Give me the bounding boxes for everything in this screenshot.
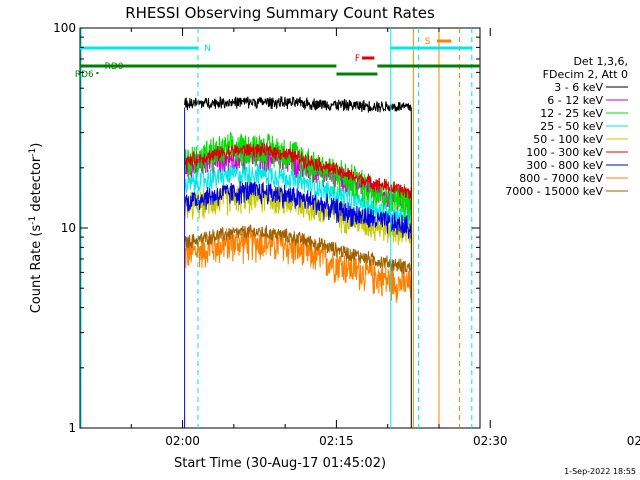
flag-label-rd0: RD0	[105, 62, 124, 72]
series-line-7	[184, 225, 412, 303]
flag-label-s: S	[425, 37, 431, 47]
legend-label-3: 25 - 50 keV	[540, 120, 603, 133]
x-tick-label-1: 02:15	[319, 434, 354, 448]
y-axis-label-main: Count Rate (s	[29, 225, 44, 314]
legend-label-5: 100 - 300 keV	[526, 146, 603, 159]
y-axis-label-sup: -1	[28, 216, 38, 225]
series-line-6	[184, 181, 412, 240]
series-line-0	[184, 96, 412, 113]
legend-label-0: 3 - 6 keV	[554, 81, 603, 94]
y-axis-label-rest: detector	[29, 156, 44, 216]
y-axis-label-end: )	[29, 143, 44, 148]
legend-label-4: 50 - 100 keV	[533, 133, 603, 146]
series-line-8	[184, 224, 412, 275]
flag-label-rd6: RD6	[75, 70, 94, 80]
y-tick-label-0: 1	[68, 421, 76, 435]
legend-label-8: 7000 - 15000 keV	[505, 185, 603, 198]
legend-header-line-1: Det 1,3,6,	[573, 55, 628, 68]
series-line-5	[184, 142, 412, 199]
legend-label-6: 300 - 800 keV	[526, 159, 603, 172]
data-layer: N F S RD0 RD6	[75, 28, 480, 428]
x-tick-label-0: 02:00	[165, 434, 200, 448]
x-tick-label-2: 02:30	[473, 434, 508, 448]
legend-header-line-2: FDecim 2, Att 0	[543, 68, 628, 81]
flag-label-f: F	[355, 54, 360, 64]
plot-frame	[79, 27, 481, 429]
y-tick-label-2: 100	[53, 21, 76, 35]
legend-label-7: 800 - 7000 keV	[519, 172, 603, 185]
x-tick-label-3: 02:45	[627, 434, 640, 448]
legend-label-1: 6 - 12 keV	[547, 94, 603, 107]
x-axis-label: Start Time (30-Aug-17 01:45:02)	[174, 456, 386, 471]
footer-date: 1-Sep-2022 18:55	[564, 467, 636, 476]
y-axis-label: Count Rate (s-1 detector-1)	[28, 143, 44, 314]
rd6-flag-dot	[96, 72, 99, 74]
flag-label-n: N	[204, 44, 211, 54]
y-axis-label-sup2: -1	[28, 148, 38, 157]
y-tick-label-1: 10	[61, 221, 76, 235]
chart-title: RHESSI Observing Summary Count Rates	[125, 4, 435, 22]
legend-label-2: 12 - 25 keV	[540, 107, 603, 120]
